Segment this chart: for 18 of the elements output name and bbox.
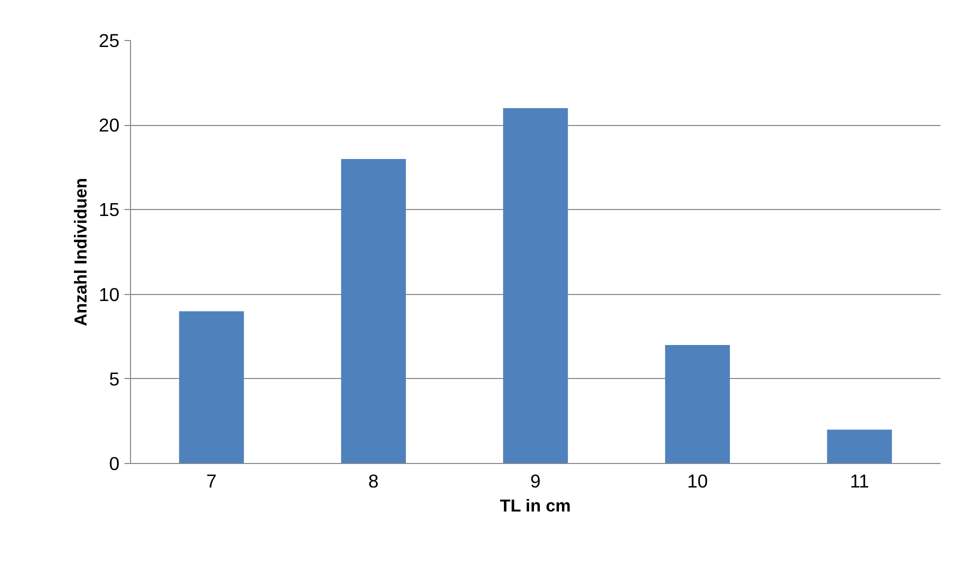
x-tick-label: 11: [850, 470, 870, 492]
x-tick-label: 9: [530, 470, 541, 492]
y-tick-label: 5: [109, 368, 120, 390]
x-axis-title: TL in cm: [500, 496, 571, 516]
y-tick-label: 25: [98, 30, 120, 51]
bar: [827, 430, 892, 464]
bar: [665, 345, 730, 464]
bar: [179, 311, 244, 464]
x-tick-label: 7: [206, 470, 217, 492]
x-tick-label: 8: [368, 470, 379, 492]
bar: [503, 108, 568, 464]
y-tick-label: 10: [98, 284, 120, 305]
y-tick-label: 0: [109, 453, 120, 474]
x-tick-label: 10: [687, 470, 708, 492]
bar: [341, 158, 406, 464]
y-tick-label: 20: [98, 114, 120, 136]
y-tick-label: 15: [98, 199, 120, 220]
y-axis-title: Anzahl Individuen: [70, 178, 91, 326]
